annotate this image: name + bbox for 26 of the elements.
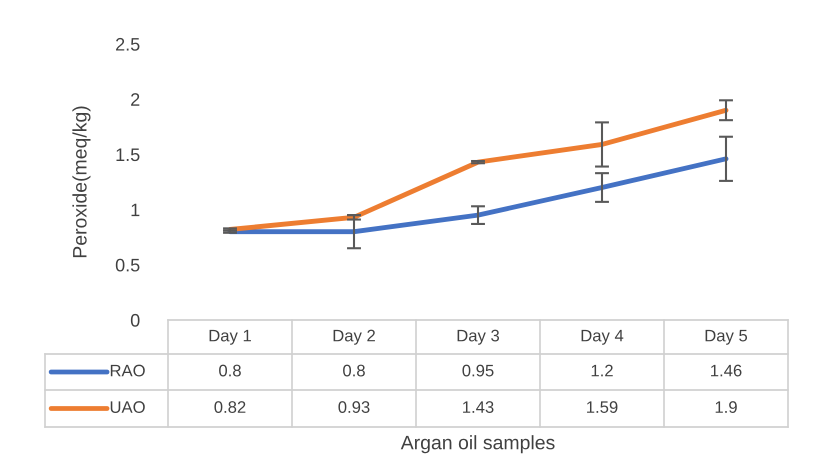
data-label: 1.46	[711, 364, 742, 376]
y-tick-label: 2	[131, 93, 140, 106]
x-tick-label: Day 2	[334, 330, 375, 345]
data-label: 1.59	[587, 401, 618, 413]
data-label: 0.93	[338, 401, 370, 413]
line-series	[228, 108, 728, 232]
data-label: 0.95	[462, 364, 494, 376]
x-tick-label: Day 5	[706, 330, 748, 345]
data-label: 0.82	[214, 401, 246, 413]
data-label: 0.8	[343, 364, 365, 376]
x-tick-label: Day 4	[582, 330, 624, 345]
y-tick-label: 2.5	[116, 38, 140, 51]
legend-label: UAO	[110, 401, 145, 413]
x-tick-label: Day 1	[210, 330, 251, 345]
data-label: 1.43	[463, 401, 494, 413]
data-label: 1.9	[716, 401, 737, 413]
data-label: 0.8	[219, 364, 241, 376]
y-axis-title: Peroxide(meq/kg)	[72, 106, 90, 258]
y-tick-label: 0	[130, 314, 140, 327]
x-tick-label: Day 3	[458, 330, 500, 345]
y-tick-label: 1.5	[116, 148, 140, 162]
legend-label: RAO	[110, 364, 145, 376]
y-tick-label: 1	[132, 204, 140, 216]
text: Argan oil samples	[400, 435, 555, 454]
data-label: 1.2	[592, 364, 613, 376]
y-tick-label: 0.5	[116, 258, 140, 272]
